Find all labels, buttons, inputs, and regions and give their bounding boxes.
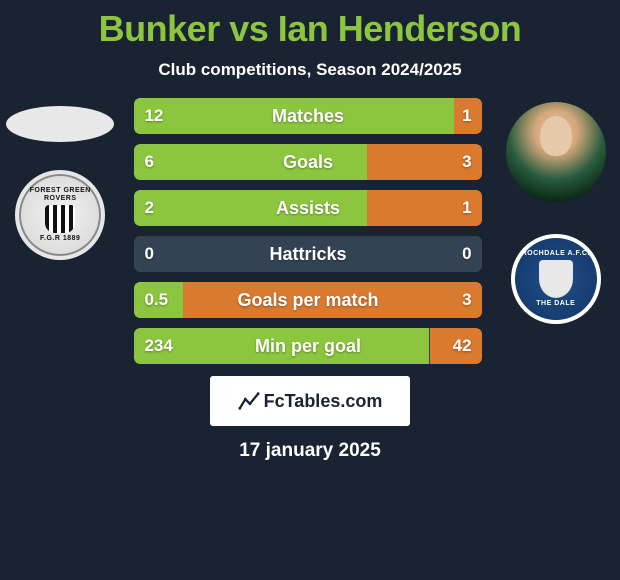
stat-value-right: 0 (462, 244, 471, 264)
right-club-badge-inner: ROCHDALE A.F.C. THE DALE (522, 250, 590, 307)
stat-label: Assists (276, 198, 340, 219)
stat-row: 2 Assists 1 (134, 190, 481, 226)
right-club-badge-sub: THE DALE (522, 300, 590, 308)
left-club-badge-shield-icon (45, 205, 75, 233)
left-player-photo (6, 106, 114, 142)
stat-value-left: 234 (144, 336, 172, 356)
stat-value-left: 2 (144, 198, 153, 218)
stat-value-right: 3 (462, 152, 471, 172)
stat-value-left: 0 (144, 244, 153, 264)
branding-badge: FcTables.com (210, 376, 410, 426)
left-club-badge-sub: F.G.R 1889 (25, 235, 95, 243)
stat-label: Hattricks (269, 244, 346, 265)
stat-label: Goals per match (237, 290, 378, 311)
left-club-badge: FOREST GREEN ROVERS F.G.R 1889 (15, 170, 105, 260)
stat-value-right: 3 (462, 290, 471, 310)
right-player-photo (506, 102, 606, 202)
stat-value-left: 0.5 (144, 290, 168, 310)
stat-row: 234 Min per goal 42 (134, 328, 481, 364)
stat-row: 0 Hattricks 0 (134, 236, 481, 272)
comparison-card: Bunker vs Ian Henderson Club competition… (0, 0, 620, 462)
date-label: 17 january 2025 (239, 440, 381, 462)
right-player-column: ROCHDALE A.F.C. THE DALE (502, 98, 610, 324)
stats-table: 12 Matches 1 6 Goals 3 2 Assists 1 (134, 98, 481, 364)
branding-label: FcTables.com (264, 391, 383, 412)
left-club-badge-inner: FOREST GREEN ROVERS F.G.R 1889 (25, 187, 95, 242)
right-club-badge-shield-icon (539, 260, 573, 298)
chart-icon (238, 390, 260, 412)
stat-row: 12 Matches 1 (134, 98, 481, 134)
right-club-badge: ROCHDALE A.F.C. THE DALE (511, 234, 601, 324)
page-subtitle: Club competitions, Season 2024/2025 (158, 60, 461, 80)
right-club-badge-text: ROCHDALE A.F.C. (522, 250, 590, 258)
stat-value-right: 1 (462, 106, 471, 126)
stat-value-right: 1 (462, 198, 471, 218)
stat-value-left: 6 (144, 152, 153, 172)
stat-label: Goals (283, 152, 333, 173)
left-player-column: FOREST GREEN ROVERS F.G.R 1889 (6, 98, 114, 260)
page-title: Bunker vs Ian Henderson (99, 8, 522, 50)
left-club-badge-text: FOREST GREEN ROVERS (25, 187, 95, 202)
stat-value-right: 42 (453, 336, 472, 356)
stat-row: 0.5 Goals per match 3 (134, 282, 481, 318)
stat-value-left: 12 (144, 106, 163, 126)
stat-label: Matches (272, 106, 344, 127)
stat-label: Min per goal (255, 336, 361, 357)
main-area: FOREST GREEN ROVERS F.G.R 1889 12 Matche… (0, 98, 620, 364)
stat-row: 6 Goals 3 (134, 144, 481, 180)
